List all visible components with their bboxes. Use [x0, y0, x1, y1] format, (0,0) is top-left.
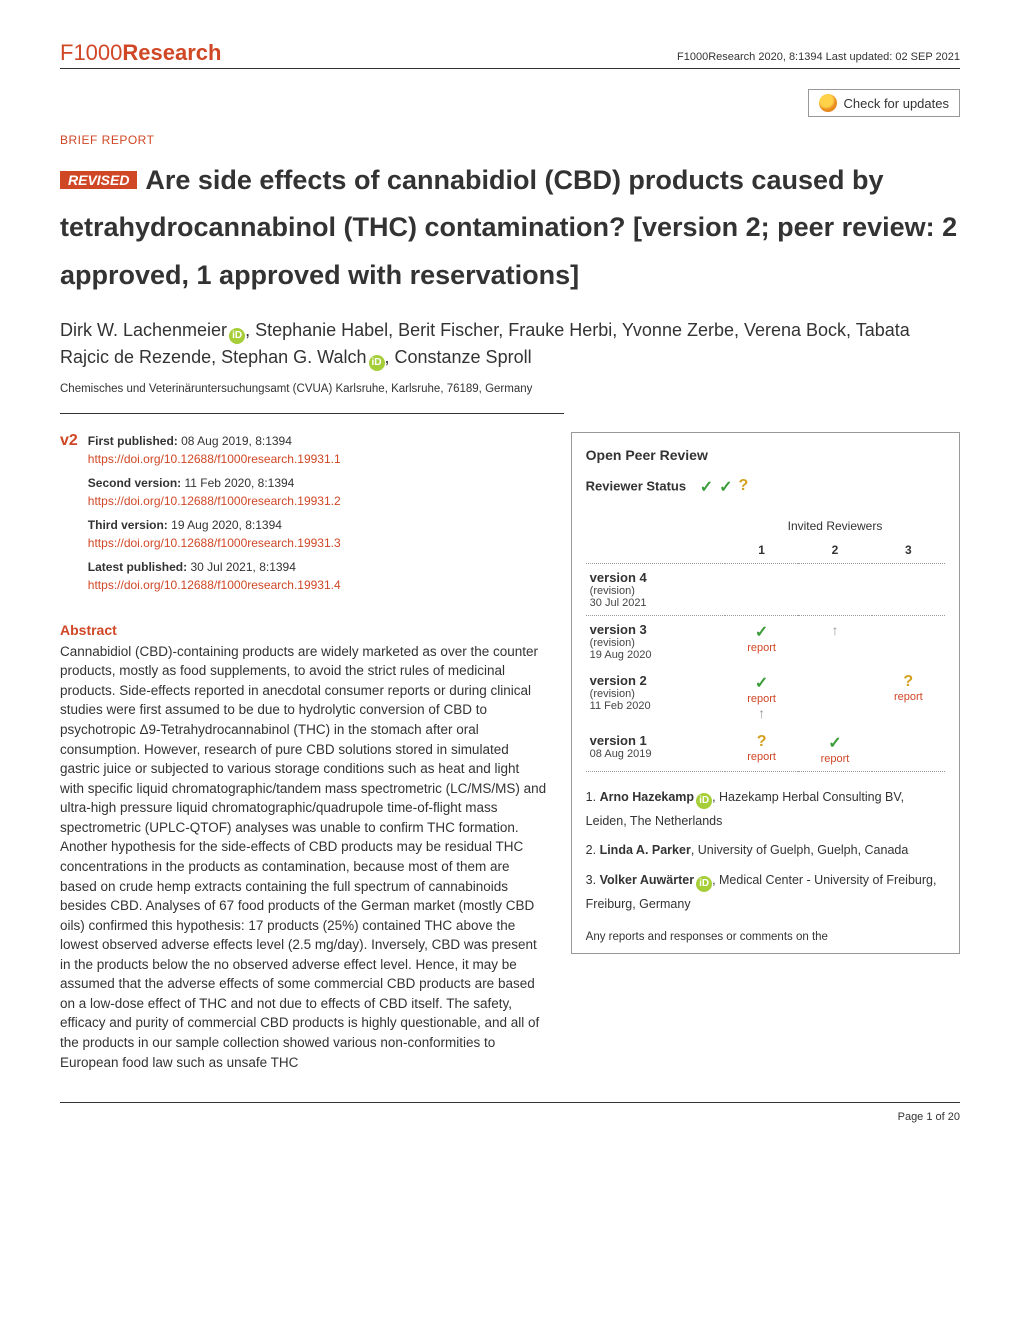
orcid-icon[interactable]: iD	[369, 355, 385, 371]
peer-review-box: Open Peer Review Reviewer Status ✓ ✓? Inv…	[571, 432, 960, 954]
publication-history: First published: 08 Aug 2019, 8:1394http…	[88, 432, 341, 600]
article-title: Are side effects of cannabidiol (CBD) pr…	[60, 165, 957, 290]
affiliation: Chemisches und Veterinäruntersuchungsamt…	[60, 383, 960, 395]
check-icon: ✓	[700, 477, 713, 497]
abstract-heading: Abstract	[60, 622, 547, 638]
reviewer-status-label: Reviewer Status	[586, 478, 686, 493]
check-updates-button[interactable]: Check for updates	[808, 89, 960, 117]
doi-link[interactable]: https://doi.org/10.12688/f1000research.1…	[88, 578, 341, 592]
question-icon: ?	[739, 477, 749, 497]
journal-logo: F1000Research	[60, 40, 221, 66]
author-list: Dirk W. LachenmeieriD, Stephanie Habel, …	[60, 317, 960, 371]
doi-link[interactable]: https://doi.org/10.12688/f1000research.1…	[88, 494, 341, 508]
doi-link[interactable]: https://doi.org/10.12688/f1000research.1…	[88, 452, 341, 466]
check-updates-label: Check for updates	[843, 96, 949, 111]
orcid-icon[interactable]: iD	[696, 876, 712, 892]
abstract-text: Cannabidiol (CBD)-containing products ar…	[60, 642, 547, 1072]
header-citation: F1000Research 2020, 8:1394 Last updated:…	[677, 51, 960, 63]
page-number: Page 1 of 20	[898, 1111, 960, 1123]
review-status-table: Invited Reviewers 1 2 3 version 4(revisi…	[586, 511, 945, 772]
check-icon: ✓	[719, 477, 732, 497]
version-marker: v2	[60, 432, 78, 600]
crossmark-icon	[819, 94, 837, 112]
orcid-icon[interactable]: iD	[696, 793, 712, 809]
content-type: BRIEF REPORT	[60, 133, 960, 147]
peer-review-title: Open Peer Review	[586, 447, 945, 463]
doi-link[interactable]: https://doi.org/10.12688/f1000research.1…	[88, 536, 341, 550]
review-footer-note: Any reports and responses or comments on…	[586, 931, 945, 943]
reviewer-list: 1. Arno HazekampiD, Hazekamp Herbal Cons…	[586, 786, 945, 917]
revised-badge: REVISED	[60, 171, 137, 189]
orcid-icon[interactable]: iD	[229, 328, 245, 344]
